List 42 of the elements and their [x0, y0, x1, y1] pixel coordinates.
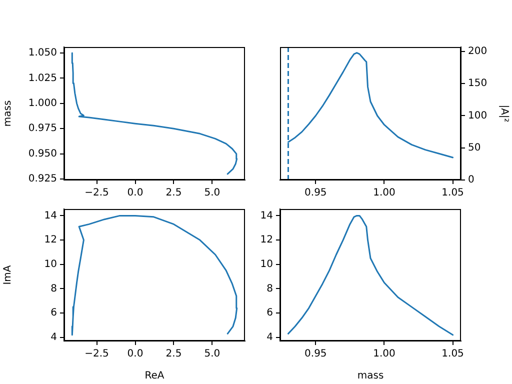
y-tick-label: 10: [44, 258, 57, 270]
y-axis-title: mass: [2, 100, 14, 127]
y-tick-label: 1.025: [28, 72, 57, 84]
x-tick-label: 0.95: [304, 188, 327, 199]
y-tick-label: 0.950: [28, 148, 57, 160]
y-tick-label: 1.000: [28, 98, 57, 110]
x-tick-label: 1.05: [442, 348, 464, 360]
y-tick-label: 10: [260, 258, 273, 270]
x-tick-label: 1.00: [373, 188, 396, 199]
y-tick-label: 4: [50, 332, 57, 343]
y-tick-label: 8: [50, 283, 57, 294]
y-tick-label: 12: [44, 234, 57, 246]
x-tick-label: 5.0: [204, 188, 220, 199]
y-axis-title: ImA: [2, 265, 14, 285]
x-tick-label: 0.0: [127, 348, 144, 360]
y2-tick-label: 0: [468, 174, 474, 186]
x-tick-label: −2.5: [84, 188, 109, 199]
y-tick-label: 1.050: [28, 48, 57, 59]
y-tick-label: 6: [50, 308, 57, 319]
y-tick-label: 4: [266, 332, 273, 343]
x-tick-label: 5.0: [204, 348, 220, 360]
y2-tick-label: 100: [468, 110, 488, 122]
x-axis-title: mass: [357, 370, 384, 382]
x-tick-label: 2.5: [166, 188, 182, 199]
y2-tick-label: 150: [468, 78, 488, 90]
x-tick-label: 2.5: [166, 348, 182, 360]
x-tick-label: 0.95: [304, 348, 327, 360]
y-tick-label: 14: [44, 210, 57, 222]
x-tick-label: 0.0: [127, 188, 144, 199]
y-tick-label: 6: [266, 308, 273, 319]
y-tick-label: 0.975: [28, 123, 57, 134]
y2-axis-title: |A|²: [498, 104, 510, 122]
x-tick-label: 1.00: [373, 348, 396, 360]
y-tick-label: 0.925: [28, 174, 57, 185]
x-tick-label: −2.5: [84, 348, 109, 360]
y2-tick-label: 50: [468, 142, 481, 154]
y-tick-label: 8: [266, 283, 273, 294]
x-tick-label: 1.05: [442, 188, 464, 199]
y-tick-label: 14: [260, 210, 273, 222]
x-axis-title: ReA: [144, 370, 164, 382]
y2-tick-label: 200: [468, 46, 488, 58]
y-tick-label: 12: [260, 234, 273, 246]
